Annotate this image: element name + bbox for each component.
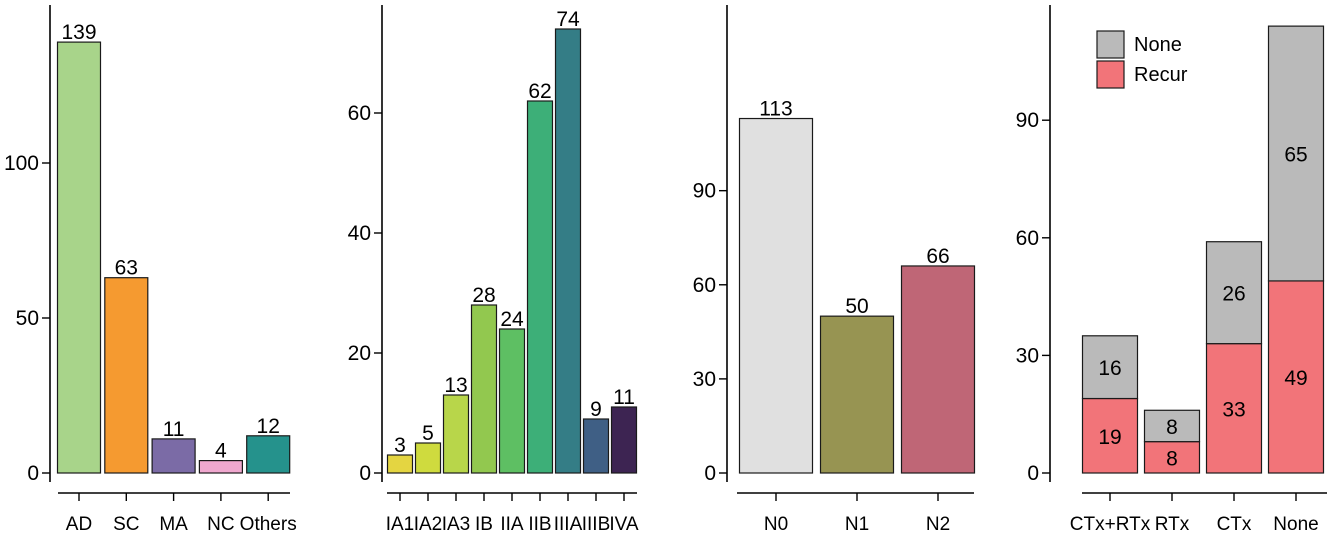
- bar-ia3: [442, 394, 470, 474]
- data-label: 19: [1098, 426, 1121, 449]
- data-label: 26: [1222, 283, 1245, 306]
- y-tick-label: 30: [1016, 344, 1039, 367]
- bar-iva: [610, 406, 638, 474]
- legend-label-none: None: [1134, 34, 1182, 56]
- x-tick-label: IIIB: [582, 514, 611, 535]
- data-label: 11: [613, 386, 635, 409]
- y-tick-label: 60: [693, 274, 716, 297]
- y-tick-label: 60: [348, 102, 371, 125]
- x-tick-label: IVA: [609, 514, 639, 535]
- data-label: 4: [215, 440, 227, 463]
- data-label: 12: [257, 415, 280, 438]
- y-tick-label: 60: [1016, 227, 1039, 250]
- y-tick-label: 0: [704, 462, 716, 485]
- data-label: 50: [845, 295, 868, 318]
- x-tick-label: AD: [66, 514, 92, 535]
- data-label: 33: [1222, 398, 1245, 421]
- x-tick-label: N2: [926, 514, 950, 535]
- x-tick-label: IIIA: [554, 514, 583, 535]
- x-tick-label: NC: [207, 514, 234, 535]
- x-tick-label: CTx: [1217, 514, 1252, 535]
- bar-n1: [819, 315, 895, 474]
- x-tick-label: IIA: [500, 514, 524, 535]
- x-tick-label: CTx+RTx: [1070, 514, 1151, 535]
- y-tick-label: 90: [1016, 109, 1039, 132]
- x-tick-label: SC: [113, 514, 139, 535]
- data-label: 9: [590, 398, 602, 421]
- data-label: 11: [163, 418, 185, 441]
- data-label: 139: [61, 21, 96, 44]
- x-tick-label: MA: [159, 514, 188, 535]
- legend-swatch-none: [1096, 30, 1125, 59]
- bar-nc: [198, 460, 243, 474]
- bar-iiia: [554, 28, 582, 474]
- x-tick-label: RTx: [1155, 514, 1190, 535]
- bar-ma: [151, 438, 196, 474]
- bar-iib: [526, 100, 554, 474]
- y-tick-label: 30: [693, 368, 716, 391]
- legend-label-recur: Recur: [1134, 64, 1188, 86]
- x-tick-label: IA3: [442, 514, 471, 535]
- data-label: 74: [556, 8, 580, 31]
- x-tick-label: IA2: [414, 514, 443, 535]
- data-label: 5: [422, 422, 434, 445]
- chart-panel-4: 03060901916CTx+RTx88RTx3326CTx4965NoneNo…: [1016, 5, 1327, 535]
- bar-recur-none: [1267, 280, 1325, 474]
- data-label: 63: [115, 257, 138, 280]
- bar-recur-rtx: [1143, 441, 1201, 474]
- bar-iia: [498, 328, 526, 474]
- data-label: 8: [1166, 416, 1178, 439]
- bar-n0: [738, 117, 814, 474]
- data-label: 65: [1284, 144, 1307, 167]
- bar-none-rtx: [1143, 409, 1201, 443]
- x-tick-label: N0: [764, 514, 788, 535]
- chart-panel-2: 0 20 40 60 3 IA1 5 IA2 13 IA3 28 IB 24 IIA 62 IIB 74 IIIA…: [348, 5, 639, 535]
- data-label: 66: [926, 245, 949, 268]
- x-tick-label: Others: [240, 514, 297, 535]
- x-tick-label: IIB: [528, 514, 551, 535]
- y-tick-label: 0: [359, 462, 371, 485]
- data-label: 62: [528, 80, 551, 103]
- y-tick-label: 0: [1027, 462, 1039, 485]
- bar-none-ctx-rtx: [1081, 335, 1139, 400]
- chart-panel-1: 0 50 100 139 AD 63 SC 11 MA 4 NC 12 Others: [4, 5, 297, 535]
- chart-panel-3: 0 30 60 90 113 N0 50 N1 66 N2: [693, 5, 976, 535]
- bar-sc: [104, 277, 149, 474]
- x-tick-label: IB: [475, 514, 493, 535]
- bar-recur-ctx: [1205, 343, 1263, 474]
- y-tick-label: 0: [27, 462, 39, 485]
- bar-ia2: [414, 442, 442, 474]
- y-tick-label: 40: [348, 222, 371, 245]
- x-tick-label: N1: [845, 514, 869, 535]
- data-label: 13: [444, 374, 467, 397]
- y-tick-label: 50: [16, 307, 39, 330]
- legend: None Recur: [1096, 30, 1188, 89]
- data-label: 3: [394, 434, 406, 457]
- data-label: 113: [759, 98, 792, 121]
- x-tick-label: None: [1273, 514, 1318, 535]
- data-label: 8: [1166, 447, 1178, 470]
- bar-none-none: [1267, 25, 1325, 282]
- x-tick-label: IA1: [386, 514, 415, 535]
- y-tick-label: 100: [4, 152, 39, 175]
- data-label: 28: [472, 284, 495, 307]
- y-tick-label: 90: [693, 180, 716, 203]
- bar-others: [246, 435, 291, 474]
- y-tick-label: 20: [348, 342, 371, 365]
- bar-n2: [900, 265, 976, 474]
- legend-swatch-recur: [1096, 60, 1125, 89]
- data-label: 16: [1098, 357, 1121, 380]
- bar-none-ctx: [1205, 241, 1263, 345]
- bar-ad: [56, 41, 102, 474]
- bar-ib: [470, 304, 498, 474]
- data-label: 24: [500, 308, 524, 331]
- data-label: 49: [1284, 367, 1307, 390]
- bar-iiib: [582, 418, 610, 474]
- bar-ia1: [386, 454, 414, 474]
